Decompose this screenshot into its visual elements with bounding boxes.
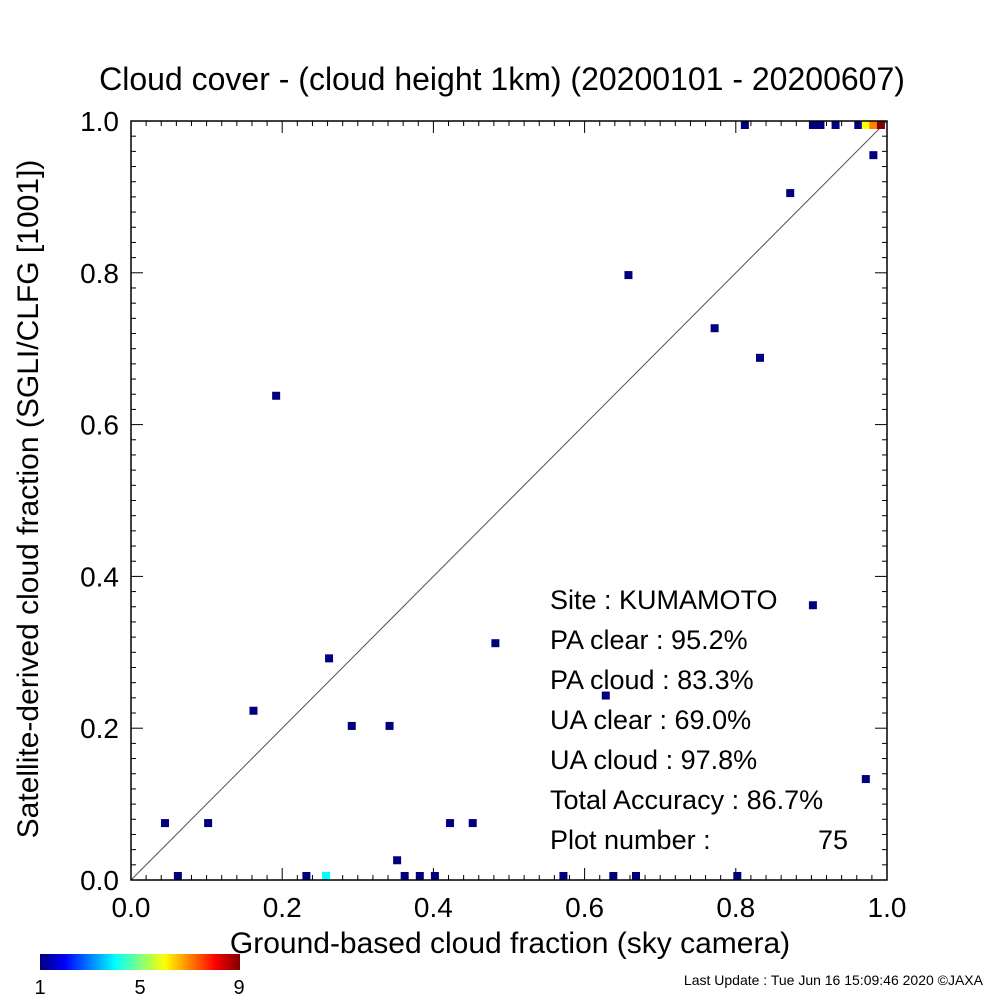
- y-tick-label: 0.4: [80, 561, 119, 592]
- data-point: [415, 872, 424, 880]
- data-point: [601, 691, 610, 700]
- y-axis-label: Satellite-derived cloud fraction (SGLI/C…: [12, 160, 45, 839]
- data-point: [786, 189, 795, 198]
- stats-total-accuracy: Total Accuracy : 86.7%: [550, 785, 823, 815]
- data-point: [347, 721, 356, 730]
- colorbar-label-mid: 5: [134, 977, 145, 999]
- data-point: [491, 639, 500, 648]
- data-point: [733, 872, 742, 880]
- y-tick-labels: 0.0 0.2 0.4 0.6 0.8 1.0: [80, 106, 119, 896]
- data-point: [624, 271, 633, 280]
- y-tick-label: 1.0: [80, 106, 119, 137]
- data-point: [861, 121, 870, 129]
- data-point: [808, 121, 817, 129]
- data-point: [808, 601, 817, 610]
- x-tick-label: 1.0: [868, 892, 907, 923]
- data-point: [249, 706, 258, 715]
- data-point: [869, 151, 878, 160]
- data-point: [831, 121, 840, 129]
- data-point: [161, 819, 170, 828]
- data-point: [468, 819, 477, 828]
- plot-frame: [130, 120, 888, 881]
- data-point: [322, 872, 331, 880]
- data-point: [632, 872, 641, 880]
- data-point: [710, 324, 719, 333]
- data-points: [161, 121, 885, 880]
- data-point: [173, 872, 182, 880]
- data-point: [430, 872, 439, 880]
- data-point: [755, 353, 764, 362]
- footer-last-update: Last Update : Tue Jun 16 15:09:46 2020 ©…: [684, 972, 984, 988]
- data-point: [400, 872, 409, 880]
- y-tick-label: 0.0: [80, 865, 119, 896]
- colorbar: [40, 954, 240, 970]
- stats-plot-number-value: 75: [818, 825, 848, 855]
- y-tick-label: 0.8: [80, 258, 119, 289]
- data-point: [609, 872, 618, 880]
- data-point: [876, 121, 885, 129]
- x-tick-label: 0.8: [716, 892, 755, 923]
- stats-ua-clear: UA clear : 69.0%: [550, 705, 751, 735]
- data-point: [385, 721, 394, 730]
- x-tick-label: 0.0: [112, 892, 151, 923]
- data-point: [559, 872, 568, 880]
- data-point: [861, 775, 870, 784]
- stats-box: Site : KUMAMOTO PA clear : 95.2% PA clou…: [550, 585, 848, 855]
- reference-line: [130, 120, 888, 881]
- data-point: [204, 819, 213, 828]
- data-point: [393, 856, 402, 865]
- x-tick-labels: 0.0 0.2 0.4 0.6 0.8 1.0: [112, 892, 907, 923]
- y-tick-label: 0.6: [80, 410, 119, 441]
- stats-plot-number-label: Plot number :: [550, 825, 711, 855]
- data-point: [816, 121, 825, 129]
- x-tick-label: 0.4: [414, 892, 453, 923]
- data-point: [854, 121, 863, 129]
- chart-title: Cloud cover - (cloud height 1km) (202001…: [99, 61, 905, 97]
- data-point: [740, 121, 749, 129]
- x-tick-label: 0.6: [565, 892, 604, 923]
- stats-pa-cloud: PA cloud : 83.3%: [550, 665, 754, 695]
- data-point: [272, 391, 281, 400]
- colorbar-label-max: 9: [233, 977, 244, 999]
- data-point: [446, 819, 455, 828]
- x-tick-label: 0.2: [263, 892, 302, 923]
- y-tick-label: 0.2: [80, 713, 119, 744]
- x-axis-label: Ground-based cloud fraction (sky camera): [230, 927, 790, 960]
- data-point: [325, 654, 334, 663]
- data-point: [869, 121, 878, 129]
- data-point: [302, 872, 311, 880]
- stats-site: Site : KUMAMOTO: [550, 585, 778, 615]
- stats-ua-cloud: UA cloud : 97.8%: [550, 745, 757, 775]
- colorbar-label-min: 1: [34, 977, 45, 999]
- stats-pa-clear: PA clear : 95.2%: [550, 625, 748, 655]
